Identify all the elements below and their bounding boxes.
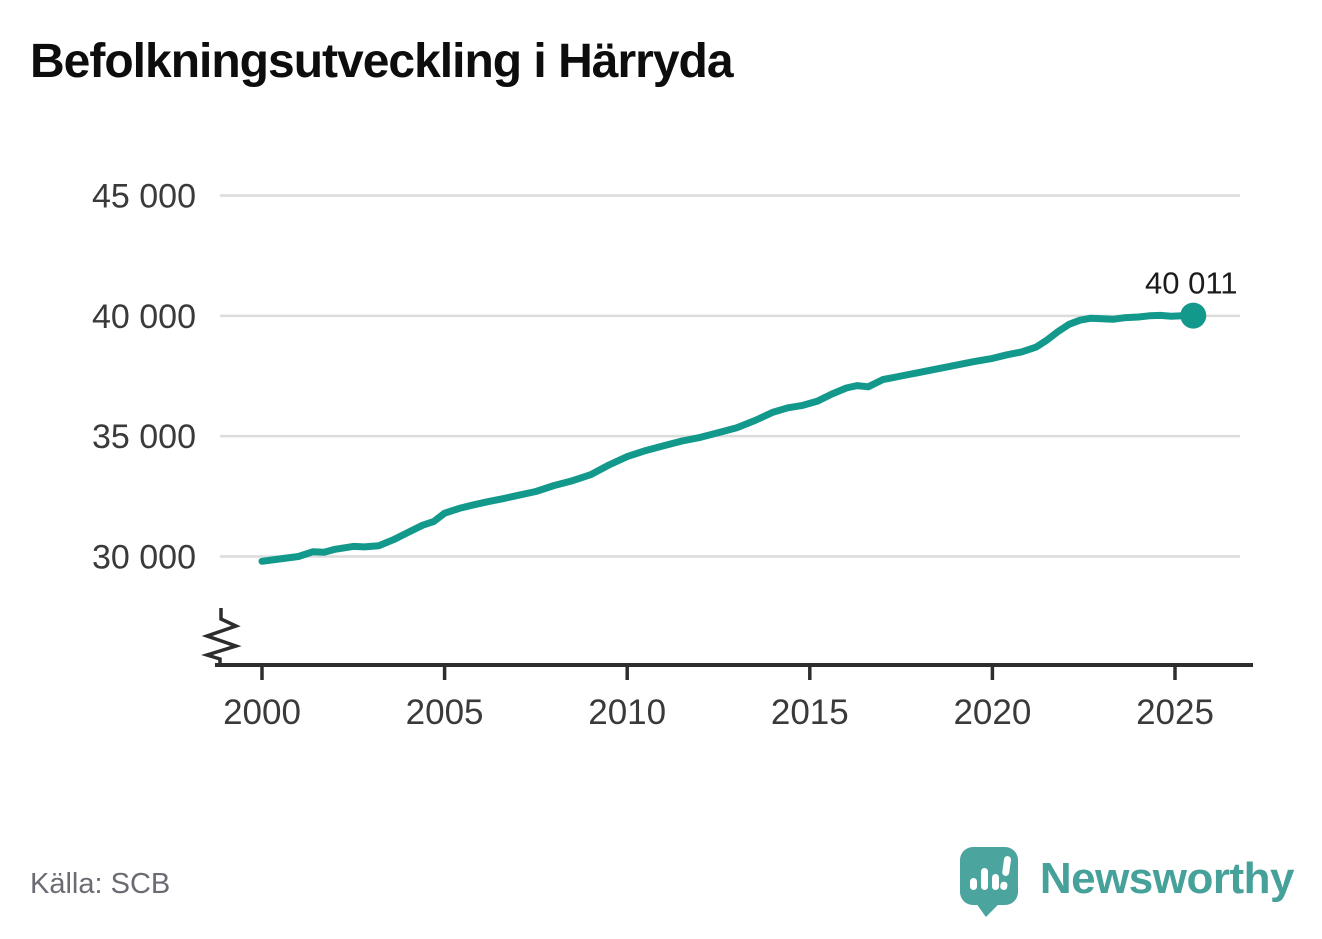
x-tick-label: 2025: [1136, 693, 1214, 732]
y-tick-label: 45 000: [92, 178, 196, 216]
newsworthy-wordmark: Newsworthy: [1039, 854, 1295, 903]
source-note: Källa: SCB: [30, 868, 171, 900]
x-tick-label: 2020: [953, 693, 1031, 732]
logo-bar-3: [991, 874, 999, 890]
end-dot: [1180, 302, 1207, 329]
axis-break-icon: [201, 608, 242, 667]
newsworthy-branding: Newsworthy: [959, 842, 1295, 917]
newsworthy-logo-icon: [959, 847, 1018, 917]
logo-bar-1: [969, 878, 977, 890]
x-tick-label: 2015: [771, 693, 849, 732]
y-tick-label: 35 000: [92, 418, 196, 456]
logo-bar-2: [980, 868, 988, 890]
population-line: [258, 311, 1197, 565]
speech-bubble-tail: [975, 903, 1000, 917]
x-tick-label: 2010: [588, 693, 666, 732]
y-tick-label: 40 000: [92, 298, 196, 336]
x-tick-label: 2000: [223, 693, 301, 732]
page-title: Befolkningsutveckling i Härryda: [30, 35, 734, 88]
x-tick-label: 2005: [406, 693, 484, 732]
logo-exclamation-icon: [999, 855, 1012, 893]
end-value-label: 40 011: [1145, 266, 1238, 301]
y-tick-label: 30 000: [92, 539, 196, 577]
